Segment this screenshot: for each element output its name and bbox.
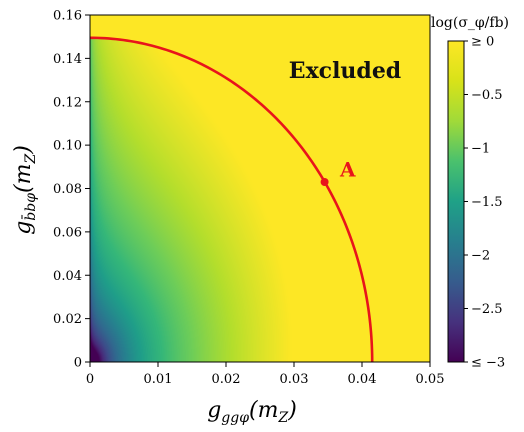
y-tick-label: 0.16 bbox=[53, 9, 82, 24]
heatmap-area bbox=[90, 15, 430, 362]
benchmark-point-a bbox=[320, 177, 329, 186]
colorbar bbox=[447, 40, 465, 363]
excluded-annotation: Excluded bbox=[289, 58, 401, 84]
y-tick-label: 0.04 bbox=[53, 269, 82, 284]
colorbar-ticks: ≥ 0 −0.5 −1 −1.5 −2 −2.5 ≤ −3 bbox=[464, 35, 505, 371]
colorbar-tick-label: −0.5 bbox=[471, 88, 503, 103]
y-axis-label: gb̄bφ(mZ) bbox=[11, 145, 39, 235]
x-tick-label: 0.05 bbox=[416, 372, 445, 387]
y-tick-label: 0.08 bbox=[53, 182, 82, 197]
y-tick-label: 0.02 bbox=[53, 312, 82, 327]
colorbar-tick-label: −2.5 bbox=[471, 302, 503, 317]
colorbar-tick-label: ≥ 0 bbox=[471, 35, 494, 50]
y-tick-label: 0 bbox=[74, 356, 82, 371]
point-a-label: A bbox=[339, 158, 356, 182]
exclusion-contour-line bbox=[90, 36, 374, 362]
y-tick-label: 0.06 bbox=[53, 225, 82, 240]
x-axis-label: gggφ(mZ) bbox=[207, 398, 297, 426]
x-tick-label: 0.02 bbox=[212, 372, 241, 387]
x-tick-label: 0.03 bbox=[280, 372, 309, 387]
colorbar-tick-label: −2 bbox=[471, 249, 490, 264]
x-tick-label: 0.01 bbox=[144, 372, 173, 387]
y-tick-label: 0.14 bbox=[53, 52, 82, 67]
y-tick-label: 0.10 bbox=[53, 139, 82, 154]
y-tick-label: 0.12 bbox=[53, 95, 82, 110]
x-tick-label: 0 bbox=[86, 372, 94, 387]
x-axis-ticks: 0 0.01 0.02 0.03 0.04 0.05 bbox=[86, 362, 445, 387]
colorbar-title: log(σ_φ/fb) bbox=[431, 15, 509, 31]
y-axis-ticks: 0 0.02 0.04 0.06 0.08 0.10 0.12 0.14 0.16 bbox=[53, 9, 90, 371]
colorbar-tick-label: −1 bbox=[471, 142, 490, 157]
colorbar-tick-label: ≤ −3 bbox=[471, 356, 505, 371]
x-tick-label: 0.04 bbox=[348, 372, 377, 387]
colorbar-tick-label: −1.5 bbox=[471, 195, 503, 210]
